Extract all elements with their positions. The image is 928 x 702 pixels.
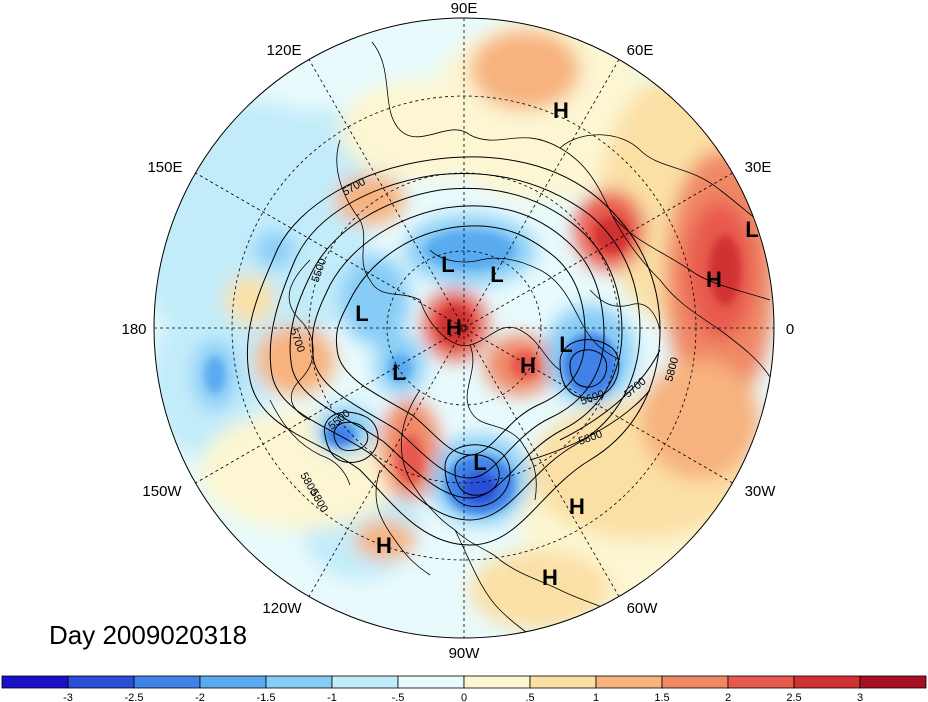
low-center: L <box>745 217 758 242</box>
map-boundary <box>153 17 775 639</box>
lon-label-30w: 30W <box>745 483 777 500</box>
high-center: H <box>569 494 585 519</box>
high-center: H <box>520 353 536 378</box>
lon-label-120e: 120E <box>266 42 301 59</box>
colorbar-label: 2 <box>725 692 731 702</box>
colorbar-box <box>265 675 333 689</box>
colorbar-labels: -3 -2.5 -2 -1.5 -1 -.5 0 .5 1 1.5 2 2.5 3 <box>63 692 863 702</box>
low-center: L <box>392 360 405 385</box>
low-center: L <box>490 262 503 287</box>
high-center: H <box>553 98 569 123</box>
colorbar-label: -.5 <box>392 692 405 702</box>
height-contours <box>246 156 661 546</box>
colorbar-box <box>463 675 531 689</box>
colorbar-box <box>727 675 795 689</box>
colorbar-label: 2.5 <box>786 692 801 702</box>
colorbar-label: 0 <box>461 692 467 702</box>
colorbar-label: 1.5 <box>654 692 669 702</box>
lon-label-180: 180 <box>121 321 146 338</box>
low-center: L <box>355 301 368 326</box>
pressure-centers: H H H H H H H L L L L L L L <box>355 98 758 590</box>
colorbar-label: 3 <box>857 692 863 702</box>
low-center: L <box>441 252 454 277</box>
colorbar-box <box>793 675 861 689</box>
colorbar-box <box>331 675 399 689</box>
colorbar-box <box>133 675 201 689</box>
lon-label-90e: 90E <box>451 0 478 17</box>
lon-label-120w: 120W <box>262 600 302 617</box>
colorbar-label: -2 <box>195 692 205 702</box>
colorbar-box <box>595 675 663 689</box>
colorbar-box <box>859 675 927 689</box>
graticule <box>154 18 774 638</box>
colorbar: -3 -2.5 -2 -1.5 -1 -.5 0 .5 1 1.5 2 2.5 3 <box>1 675 927 702</box>
colorbar-box <box>397 675 465 689</box>
lon-label-90w: 90W <box>449 645 481 662</box>
high-center: H <box>706 267 722 292</box>
high-center: H <box>376 533 392 558</box>
colorbar-label: .5 <box>525 692 534 702</box>
colorbar-box <box>67 675 135 689</box>
high-center: H <box>446 315 462 340</box>
lon-label-60e: 60E <box>627 42 654 59</box>
lon-label-0: 0 <box>786 321 794 338</box>
colorbar-box <box>529 675 597 689</box>
lon-label-60w: 60W <box>627 600 659 617</box>
lon-label-150w: 150W <box>142 483 182 500</box>
colorbar-label: -3 <box>63 692 73 702</box>
high-center: H <box>542 565 558 590</box>
low-center: L <box>559 332 572 357</box>
colorbar-label: 1 <box>593 692 599 702</box>
day-label: Day 2009020318 <box>49 620 248 650</box>
lon-label-30e: 30E <box>745 159 772 176</box>
colorbar-label: -1 <box>327 692 337 702</box>
colorbar-box <box>661 675 729 689</box>
lon-label-150e: 150E <box>147 159 182 176</box>
colorbar-label: -2.5 <box>125 692 144 702</box>
colorbar-boxes <box>1 675 927 689</box>
anomaly-field <box>154 18 774 638</box>
colorbar-label: -1.5 <box>257 692 276 702</box>
longitude-labels: 90E 60E 30E 0 30W 60W 90W 120W 150W 180 … <box>121 0 794 662</box>
low-center: L <box>473 450 486 475</box>
colorbar-box <box>1 675 69 689</box>
colorbar-box <box>199 675 267 689</box>
